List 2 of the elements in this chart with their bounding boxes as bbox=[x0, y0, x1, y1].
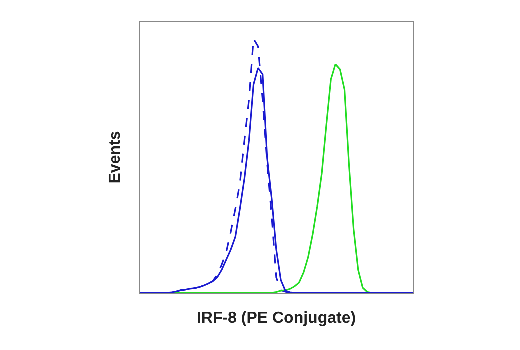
x-axis-title: IRF-8 (PE Conjugate) bbox=[196, 310, 356, 328]
y-axis-title: Events bbox=[106, 131, 124, 184]
